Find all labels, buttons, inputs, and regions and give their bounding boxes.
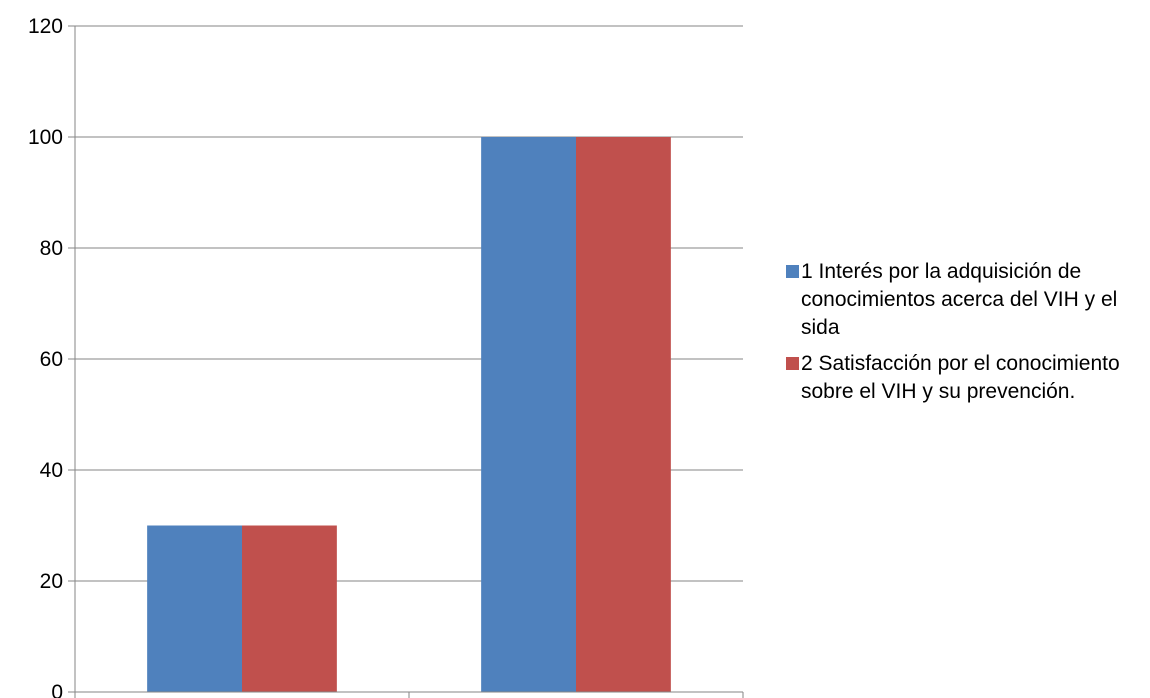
bar-series-1-category-1 xyxy=(147,525,242,692)
y-tick-label: 100 xyxy=(28,126,63,149)
y-tick-label: 60 xyxy=(40,348,63,371)
legend-item-series-2: 2 Satisfacción por el conocimiento sobre… xyxy=(786,350,1150,406)
legend-item-series-1: 1 Interés por la adquisición de conocimi… xyxy=(786,258,1150,342)
bar-series-2-category-2 xyxy=(576,137,671,692)
y-tick-label: 120 xyxy=(28,15,63,38)
bars xyxy=(147,137,671,692)
y-tick-label: 40 xyxy=(40,459,63,482)
y-tick-label: 0 xyxy=(51,681,63,698)
legend-swatch-series-2 xyxy=(786,357,799,370)
bar-series-2-category-1 xyxy=(242,525,337,692)
bar-series-1-category-2 xyxy=(481,137,576,692)
y-tick-label: 20 xyxy=(40,570,63,593)
legend-label-series-2: 2 Satisfacción por el conocimiento sobre… xyxy=(801,352,1120,403)
y-tick-label: 80 xyxy=(40,237,63,260)
legend: 1 Interés por la adquisición de conocimi… xyxy=(786,258,1150,414)
legend-swatch-series-1 xyxy=(786,265,799,278)
y-axis-ticks: 0 20 40 60 80 100 120 xyxy=(28,15,63,698)
legend-label-series-1: 1 Interés por la adquisición de conocimi… xyxy=(801,260,1118,339)
